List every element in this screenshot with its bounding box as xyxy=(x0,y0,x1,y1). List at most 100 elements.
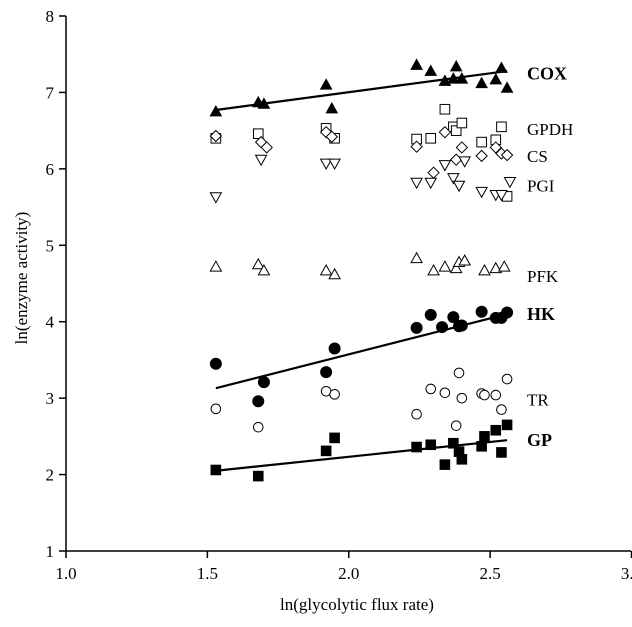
y-tick-label: 6 xyxy=(46,160,55,179)
tr-point xyxy=(453,367,465,379)
hk-point xyxy=(328,342,341,355)
cs-point xyxy=(475,149,488,163)
tr-point xyxy=(411,408,422,420)
cs-point xyxy=(449,153,463,166)
gp-point xyxy=(425,439,437,451)
hk-point xyxy=(410,321,423,334)
pfk-point xyxy=(209,260,223,272)
cox-point xyxy=(449,59,463,72)
gpdh-point xyxy=(476,136,487,148)
tr-point xyxy=(329,389,340,400)
y-tick-label: 2 xyxy=(46,466,55,485)
x-tick-label: 2.0 xyxy=(338,564,359,583)
gp-point xyxy=(439,459,451,470)
hk-point xyxy=(320,366,333,379)
hk-point xyxy=(501,306,514,319)
y-tick-label: 8 xyxy=(46,7,55,26)
cox-point xyxy=(475,76,488,89)
pgi-point xyxy=(328,158,341,171)
gp-point xyxy=(476,440,487,452)
pfk-point xyxy=(328,267,341,280)
x-tick-label: 3.0 xyxy=(621,564,632,583)
pgi-point xyxy=(424,177,438,190)
tr-point xyxy=(252,421,264,433)
cs-point xyxy=(410,140,423,153)
cox-point xyxy=(424,64,438,76)
cox-point xyxy=(257,97,271,109)
gp-point xyxy=(411,441,422,453)
pgi-point xyxy=(410,177,423,190)
pgi-point xyxy=(209,192,223,204)
tr-point xyxy=(425,383,437,395)
cs-point xyxy=(209,129,223,143)
cs-point xyxy=(427,166,440,179)
pfk-point xyxy=(497,260,511,272)
pfk-point xyxy=(458,254,472,266)
x-tick-label: 2.5 xyxy=(480,564,501,583)
x-tick-label: 1.5 xyxy=(197,564,218,583)
cs-point xyxy=(438,125,452,139)
tr-point xyxy=(490,389,502,401)
series-labels: COX GPDH CS PGI PFK HK TR GP xyxy=(527,63,573,450)
cs-point xyxy=(325,130,338,143)
cox-series-label: COX xyxy=(527,63,567,83)
hk-point xyxy=(475,305,488,318)
cox-point xyxy=(325,101,339,114)
tr-point xyxy=(456,392,468,404)
gpdh-point xyxy=(425,132,437,144)
gp-series-label: GP xyxy=(527,430,552,450)
hk-point xyxy=(447,311,460,324)
pfk-point xyxy=(319,263,333,276)
y-tick-label: 3 xyxy=(46,389,55,408)
cs-point xyxy=(260,141,273,154)
cox-point xyxy=(489,72,503,85)
gp-point xyxy=(496,447,507,458)
pfk-point xyxy=(449,261,463,274)
hk-point xyxy=(436,321,449,334)
tr-point xyxy=(210,403,222,415)
pfk-series-label: PFK xyxy=(527,267,559,286)
y-axis-label: ln(enzyme activity) xyxy=(12,212,31,345)
y-tick-label: 5 xyxy=(46,236,55,255)
pgi-point xyxy=(438,160,452,172)
gpdh-point xyxy=(456,117,468,129)
tr-point xyxy=(479,389,490,401)
pgi-point xyxy=(475,186,488,199)
hk-point xyxy=(209,357,222,370)
pgi-point xyxy=(458,156,472,168)
gp-point xyxy=(320,445,332,457)
hk-point xyxy=(455,319,468,332)
pfk-point xyxy=(478,263,491,276)
gp-point xyxy=(479,431,490,442)
gpdh-point xyxy=(252,128,264,139)
data-points xyxy=(209,58,517,482)
cs-point xyxy=(489,141,502,154)
cox-point xyxy=(447,72,460,84)
cox-point xyxy=(455,72,469,84)
hk-point xyxy=(424,308,437,321)
y-tick-label: 1 xyxy=(46,542,55,561)
ticks: 1.0 1.5 2.0 2.5 3.0 1 2 3 4 5 6 7 8 xyxy=(46,7,632,583)
x-axis-label: ln(glycolytic flux rate) xyxy=(280,595,434,614)
cs-point xyxy=(500,148,514,162)
cox-point xyxy=(500,81,514,93)
pgi-point xyxy=(254,154,268,167)
hk-point xyxy=(252,395,265,408)
gp-point xyxy=(490,424,502,436)
cox-point xyxy=(209,105,223,117)
y-tick-label: 7 xyxy=(46,83,55,102)
pgi-point xyxy=(319,158,333,171)
gpdh-series-label: GPDH xyxy=(527,120,573,139)
gp-point xyxy=(448,437,459,449)
cox-point xyxy=(319,78,333,90)
pfk-point xyxy=(257,263,271,276)
pgi-point xyxy=(452,180,466,193)
gp-point xyxy=(252,470,264,482)
pgi-series-label: PGI xyxy=(527,177,555,196)
tr-series-label: TR xyxy=(527,391,549,410)
gp-point xyxy=(210,464,222,476)
tr-point xyxy=(501,373,513,385)
gpdh-point xyxy=(496,121,507,133)
pgi-point xyxy=(495,189,508,202)
